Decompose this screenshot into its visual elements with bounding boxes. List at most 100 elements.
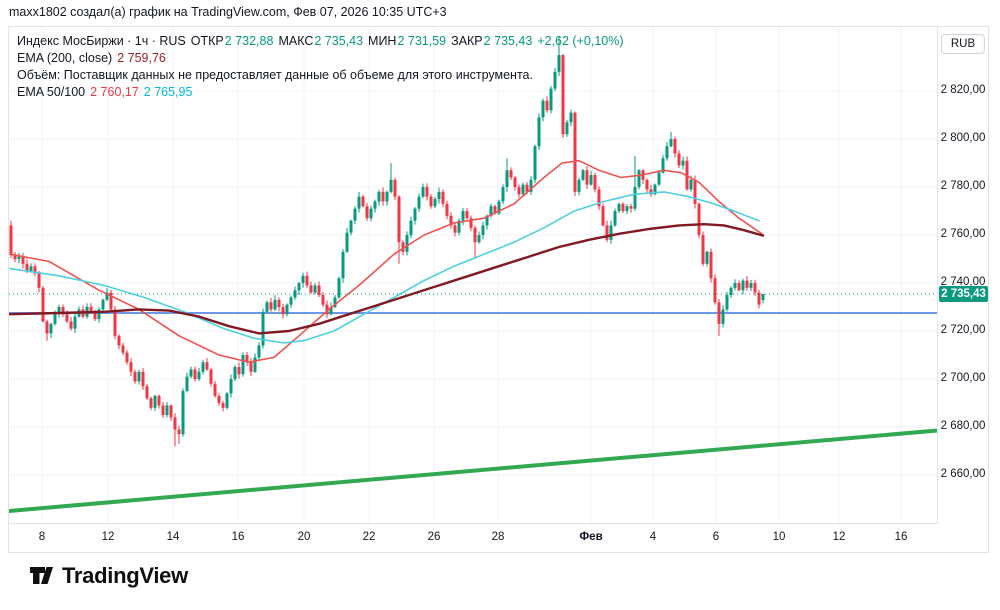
candle-body	[461, 211, 465, 221]
ema200-value: 2 759,76	[117, 51, 166, 65]
ema200-label: EMA (200, close)	[17, 51, 113, 65]
candle-body	[321, 295, 325, 305]
time-axis-label: 20	[297, 531, 311, 543]
candle-body	[333, 297, 337, 308]
candle-body	[757, 292, 761, 305]
candle-body	[273, 299, 277, 310]
price-axis-label: 2 720,00	[940, 324, 986, 337]
currency-toggle-button[interactable]: RUB	[940, 34, 986, 54]
legend-row-ema50-100[interactable]: EMA 50/100 2 760,17 2 765,95	[17, 84, 624, 100]
candle-body	[449, 215, 453, 226]
candle-body	[437, 191, 441, 200]
time-axis-label: 28	[491, 531, 505, 543]
symbol-title[interactable]: Индекс МосБиржи · 1ч · RUS	[17, 34, 186, 48]
candle-body	[349, 220, 353, 233]
candle-body	[421, 187, 425, 197]
candle-body	[65, 314, 69, 322]
candle-body	[457, 220, 461, 233]
trend-line	[9, 428, 938, 514]
legend-row-volume[interactable]: Объём: Поставщик данных не предоставляет…	[17, 67, 624, 83]
candle-body	[269, 302, 273, 310]
candle-body	[725, 295, 729, 310]
candle-body	[25, 263, 29, 272]
candle-body	[161, 405, 165, 416]
tradingview-logo-icon	[30, 567, 53, 584]
candle-body	[697, 203, 701, 236]
candle-body	[245, 355, 249, 363]
candle-body	[193, 369, 197, 380]
candle-body	[509, 170, 513, 178]
time-axis-label: 6	[712, 531, 720, 543]
candle-body	[45, 321, 49, 334]
candle-body	[529, 179, 533, 192]
candle-body	[225, 393, 229, 408]
chart-legend: Индекс МосБиржи · 1ч · RUS ОТКР 2 732,88 …	[17, 33, 624, 101]
price-axis[interactable]: RUB 2 820,00 2 800,00 2 780,00 2 760,00 2 74…	[937, 27, 988, 523]
plot-area[interactable]: Индекс МосБиржи · 1ч · RUS ОТКР 2 732,88 …	[9, 27, 938, 523]
candle-body	[41, 287, 45, 322]
candle-body	[177, 429, 181, 435]
candle-body	[265, 302, 269, 312]
candle-body	[669, 139, 673, 147]
legend-row-symbol[interactable]: Индекс МосБиржи · 1ч · RUS ОТКР 2 732,88 …	[17, 33, 624, 49]
candle-body	[185, 376, 189, 392]
candle-body	[553, 71, 557, 89]
candle-body	[673, 139, 677, 154]
candle-body	[705, 251, 709, 264]
candle-body	[105, 292, 109, 300]
candle-body	[337, 278, 341, 298]
candle-body	[549, 88, 553, 111]
candle-body	[389, 179, 393, 192]
candle-body	[645, 179, 649, 190]
candle-body	[217, 395, 221, 404]
candle-body	[593, 175, 597, 190]
candle-body	[405, 235, 409, 252]
candle-body	[761, 294, 765, 301]
candle-body	[213, 383, 217, 396]
candle-body	[121, 345, 125, 353]
candle-body	[197, 371, 201, 380]
time-axis-label: 12	[101, 531, 115, 543]
ema50-100-label: EMA 50/100	[17, 85, 86, 99]
candle-body	[237, 367, 241, 375]
candle-body	[701, 235, 705, 264]
candle-body	[417, 196, 421, 209]
price-axis-label: 2 660,00	[940, 468, 986, 480]
candle-body	[425, 187, 429, 197]
candle-body	[537, 117, 541, 147]
candle-body	[617, 203, 621, 212]
candle-body	[29, 266, 33, 272]
candle-body	[665, 146, 669, 159]
candle-body	[621, 203, 625, 212]
candle-body	[629, 206, 633, 209]
candle-body	[253, 357, 257, 372]
legend-row-ema200[interactable]: EMA (200, close) 2 759,76	[17, 50, 624, 66]
candle-body	[165, 405, 169, 416]
candle-body	[749, 283, 753, 288]
candle-body	[129, 362, 133, 372]
volume-message: Объём: Поставщик данных не предоставляет…	[17, 68, 533, 82]
candle-body	[345, 232, 349, 252]
candle-body	[257, 345, 261, 358]
candle-body	[605, 225, 609, 240]
time-axis-label: 16	[231, 531, 245, 543]
candle-body	[573, 112, 577, 192]
time-axis-label: 4	[649, 531, 657, 543]
candle-body	[317, 285, 321, 296]
candle-body	[433, 199, 437, 207]
candle-body	[513, 177, 517, 188]
time-axis[interactable]: 8 12 14 16 20 22 26 28 Фев 4 6 10 12 16	[9, 523, 938, 552]
candle-body	[181, 391, 185, 435]
ohlc-open: ОТКР 2 732,88	[190, 34, 274, 48]
candle-body	[597, 189, 601, 207]
candle-body	[533, 146, 537, 180]
candle-body	[441, 191, 445, 204]
candle-body	[17, 256, 21, 260]
candle-body	[93, 311, 97, 320]
candlestick-chart[interactable]	[9, 27, 938, 523]
price-axis-label: 2 800,00	[940, 132, 986, 145]
candle-body	[101, 299, 105, 310]
candle-body	[57, 307, 61, 315]
candle-body	[713, 278, 717, 303]
candle-body	[117, 335, 121, 346]
